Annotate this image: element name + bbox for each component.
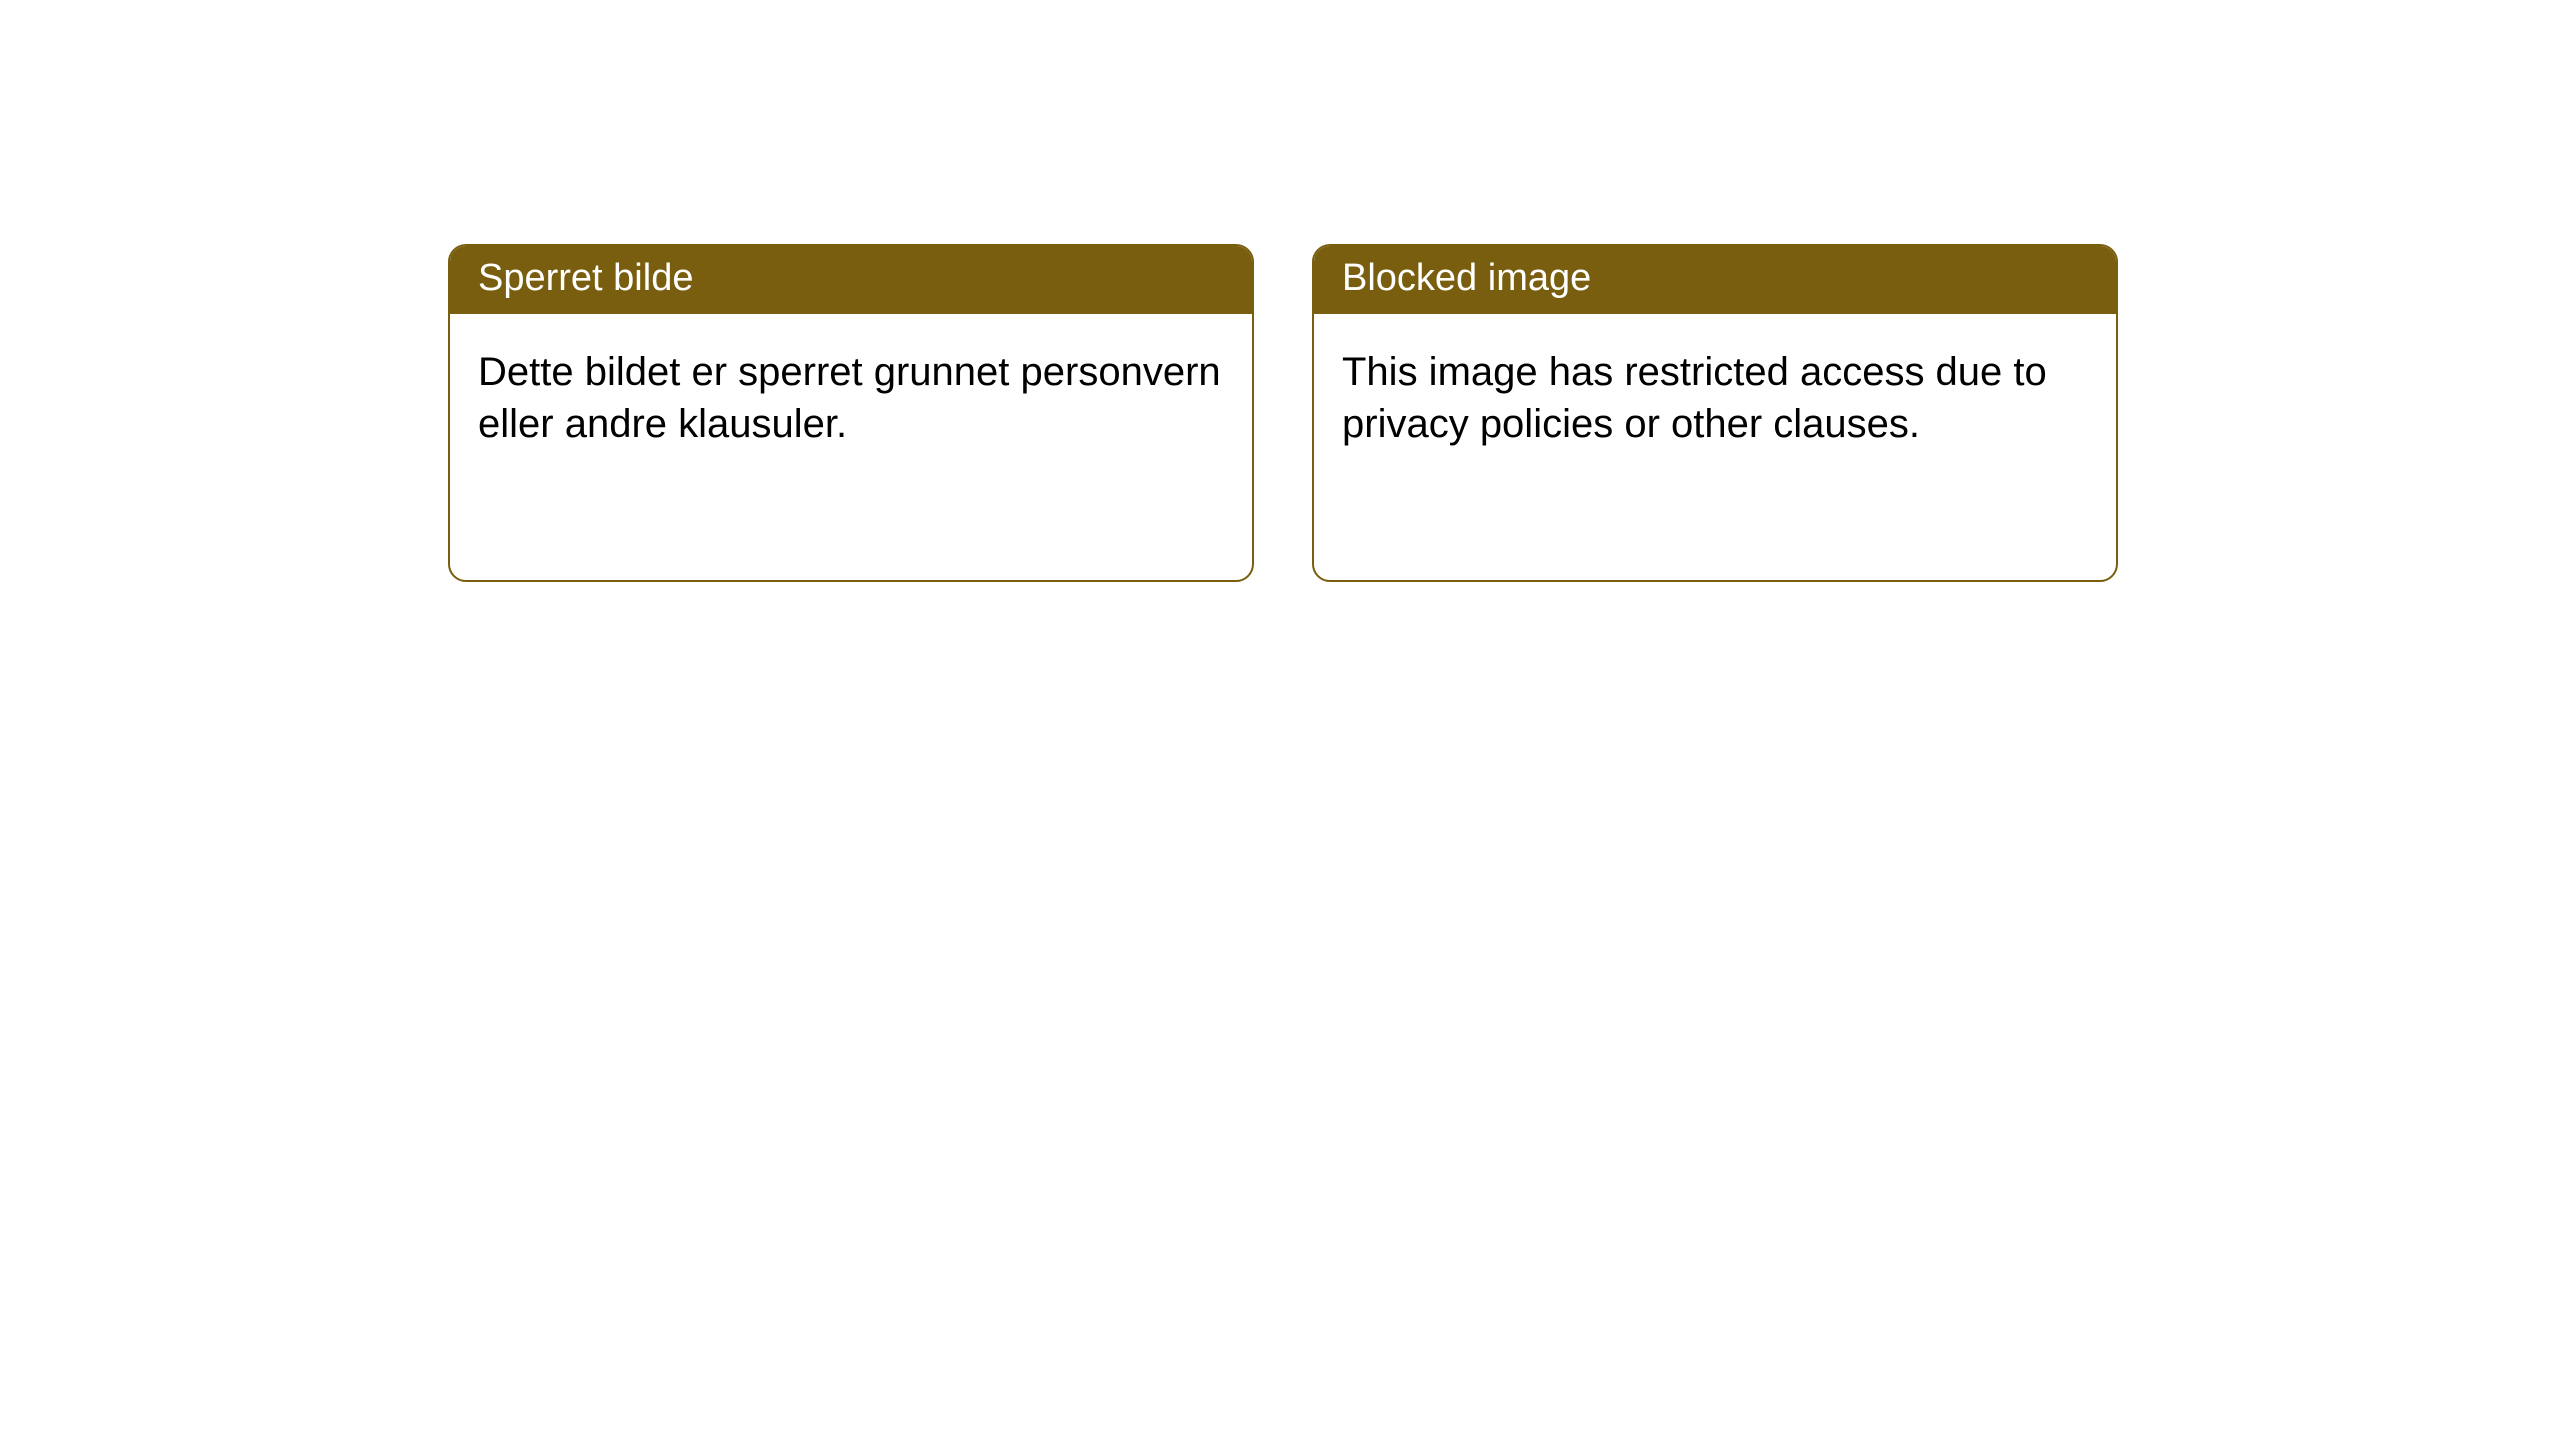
card-header: Sperret bilde: [450, 246, 1252, 314]
card-header: Blocked image: [1314, 246, 2116, 314]
card-title: Sperret bilde: [478, 257, 693, 299]
notice-card-norwegian: Sperret bilde Dette bildet er sperret gr…: [448, 244, 1254, 582]
notice-card-english: Blocked image This image has restricted …: [1312, 244, 2118, 582]
card-body: Dette bildet er sperret grunnet personve…: [450, 314, 1252, 484]
card-body: This image has restricted access due to …: [1314, 314, 2116, 484]
notice-card-container: Sperret bilde Dette bildet er sperret gr…: [448, 244, 2118, 582]
card-body-text: Dette bildet er sperret grunnet personve…: [478, 350, 1221, 447]
card-title: Blocked image: [1342, 257, 1591, 299]
card-body-text: This image has restricted access due to …: [1342, 350, 2047, 447]
